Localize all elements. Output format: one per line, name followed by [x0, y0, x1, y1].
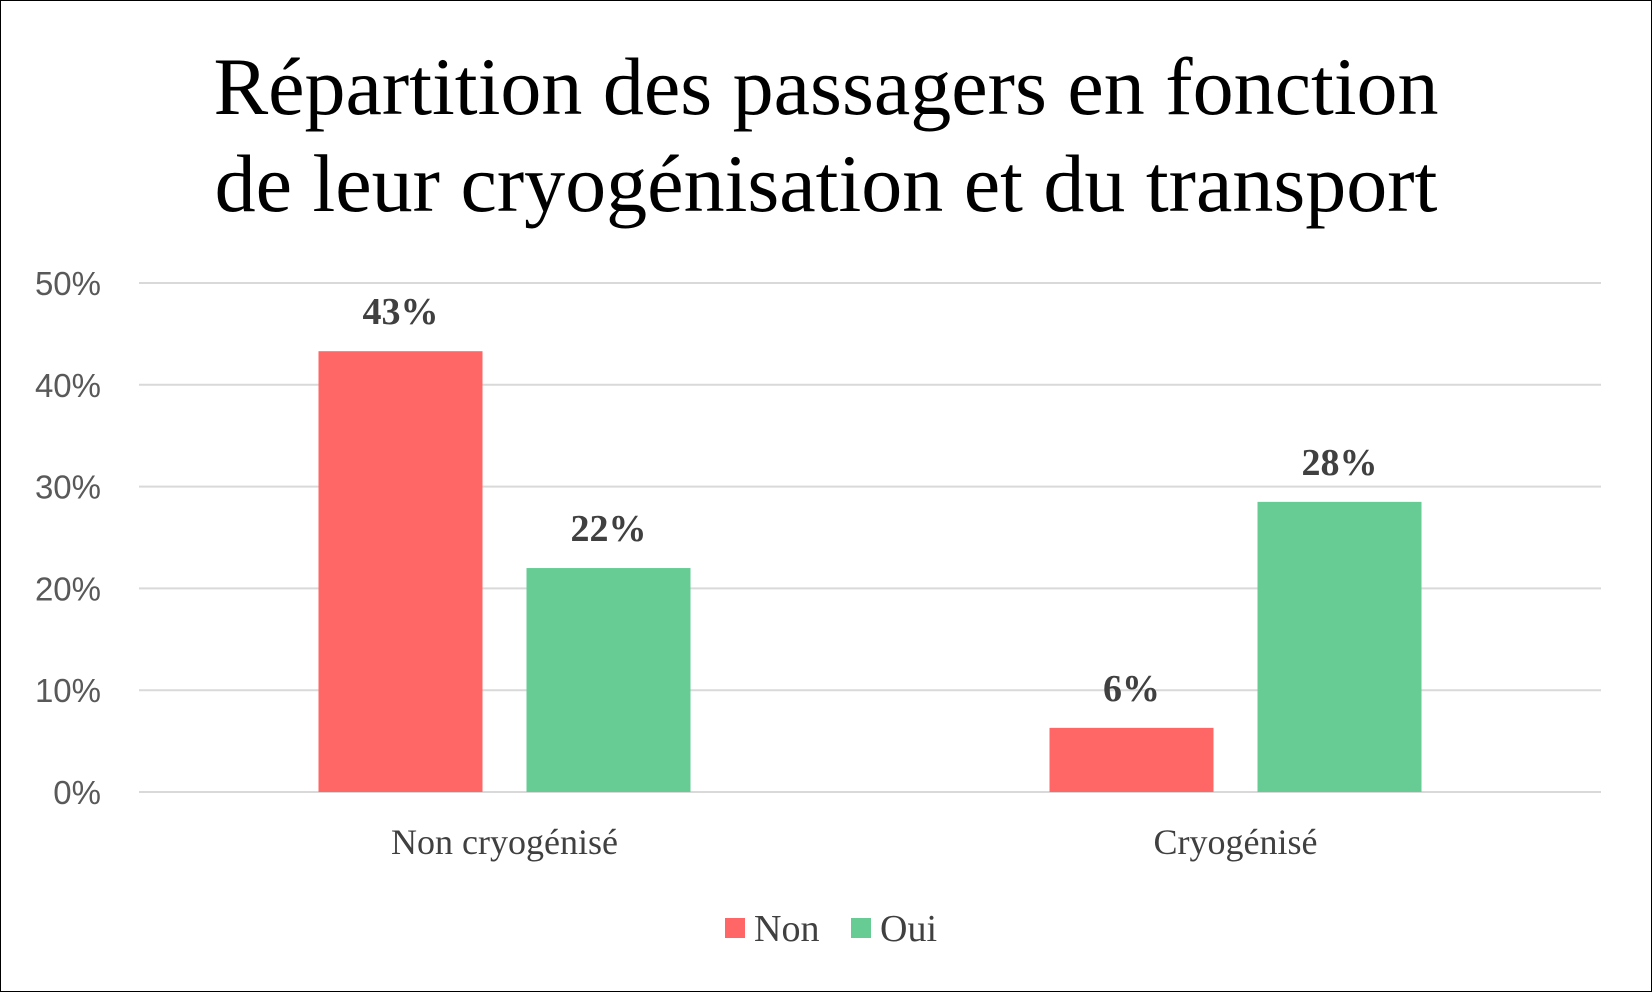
chart-title-line-2: de leur cryogénisation et du transport [215, 138, 1438, 229]
x-category-label: Cryogénisé [1154, 822, 1318, 862]
data-label: 22% [571, 508, 647, 550]
x-axis-categories: Non cryogénisé Cryogénisé [391, 822, 1317, 862]
y-axis-ticks: 0% 10% 20% 30% 40% 50% [35, 265, 101, 811]
data-label: 28% [1302, 442, 1378, 484]
chart-title: Répartition des passagers en fonction de… [213, 41, 1438, 229]
legend-swatch-oui [851, 918, 871, 938]
x-category-label: Non cryogénisé [391, 822, 618, 862]
data-label: 43% [363, 291, 439, 333]
legend-swatch-non [725, 918, 745, 938]
bars [318, 351, 1422, 792]
y-tick-label: 10% [35, 672, 101, 709]
chart-title-line-1: Répartition des passagers en fonction [213, 41, 1438, 132]
bar-non-0 [318, 351, 483, 792]
bar-oui-0 [526, 568, 691, 792]
y-tick-label: 40% [35, 367, 101, 404]
y-tick-label: 20% [35, 570, 101, 607]
bar-non-1 [1049, 727, 1214, 792]
y-tick-label: 0% [53, 774, 101, 811]
legend-label-non: Non [754, 908, 819, 950]
data-labels: 43% 22% 6% 28% [363, 291, 1378, 710]
legend: Non Oui [725, 908, 937, 950]
data-label: 6% [1103, 668, 1160, 710]
bar-oui-1 [1257, 501, 1422, 792]
y-tick-label: 30% [35, 469, 101, 506]
legend-label-oui: Oui [880, 908, 937, 950]
y-tick-label: 50% [35, 265, 101, 302]
